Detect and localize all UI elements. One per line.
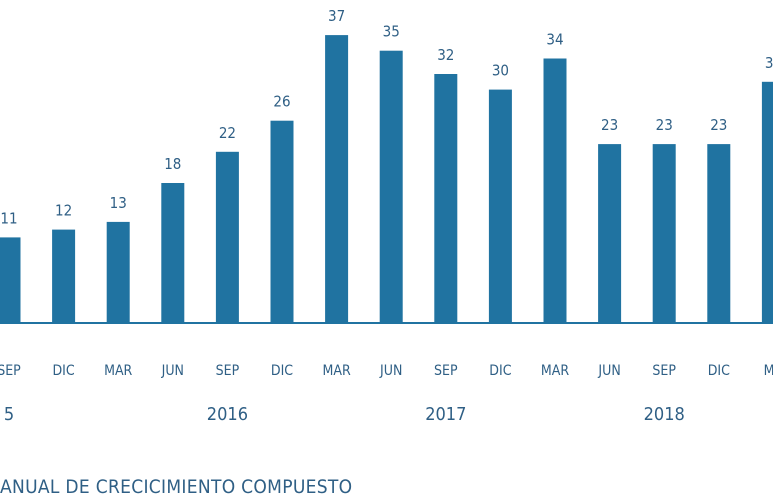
bar-11	[598, 144, 622, 323]
year-label-1: 2016	[207, 404, 248, 425]
value-label-8: 32	[437, 46, 454, 64]
month-label-11: JUN	[597, 363, 620, 379]
value-label-12: 23	[656, 116, 673, 134]
month-label-12: SEP	[652, 363, 676, 379]
value-label-9: 30	[492, 62, 509, 80]
bar-9	[488, 89, 512, 323]
value-label-4: 22	[219, 124, 236, 142]
bar-2	[106, 221, 130, 323]
month-label-4: SEP	[216, 363, 240, 379]
month-label-9: DIC	[489, 363, 511, 379]
bar-6	[325, 35, 349, 323]
month-label-5: DIC	[271, 363, 293, 379]
bar-14	[761, 81, 773, 323]
bar-7	[379, 50, 403, 323]
month-label-6: MAR	[322, 363, 350, 379]
month-label-0: SEP	[0, 363, 21, 379]
value-labels-group: 11 12 13 18 22 26 37 35 32 30 34 23 23 23 31	[0, 7, 773, 227]
month-label-13: DIC	[708, 363, 730, 379]
bar-4	[215, 151, 239, 323]
bars-group	[0, 35, 773, 323]
bar-8	[434, 74, 458, 323]
value-label-14: 31	[765, 54, 773, 72]
bar-1	[52, 229, 76, 323]
bar-5	[270, 120, 294, 323]
bar-10	[543, 58, 567, 323]
month-label-7: JUN	[379, 363, 402, 379]
value-label-3: 18	[164, 155, 181, 173]
value-label-11: 23	[601, 116, 618, 134]
value-label-7: 35	[383, 23, 400, 41]
value-label-2: 13	[110, 194, 127, 212]
year-label-3: 2018	[644, 404, 685, 425]
bar-13	[707, 144, 731, 323]
chart-caption: ANUAL DE CRECICIMIENTO COMPUESTO	[0, 476, 353, 498]
month-label-10: MAR	[541, 363, 569, 379]
value-label-13: 23	[710, 116, 727, 134]
month-label-1: DIC	[52, 363, 74, 379]
year-label-0: 5	[4, 404, 14, 425]
month-label-14: MA	[764, 363, 773, 379]
value-label-5: 26	[273, 93, 290, 111]
month-labels-group: SEP DIC MAR JUN SEP DIC MAR JUN SEP DIC MAR JUN SEP D…	[0, 363, 773, 379]
bar-3	[161, 183, 185, 323]
value-label-1: 12	[55, 202, 72, 220]
year-labels-group: 5 2016 2017 2018	[4, 404, 685, 425]
month-label-2: MAR	[104, 363, 132, 379]
year-label-2: 2017	[425, 404, 466, 425]
bar-12	[652, 144, 676, 323]
month-label-8: SEP	[434, 363, 458, 379]
bar-0	[0, 237, 21, 323]
month-label-3: JUN	[161, 363, 184, 379]
value-label-0: 11	[0, 209, 17, 227]
value-label-10: 34	[546, 31, 563, 49]
value-label-6: 37	[328, 7, 345, 25]
